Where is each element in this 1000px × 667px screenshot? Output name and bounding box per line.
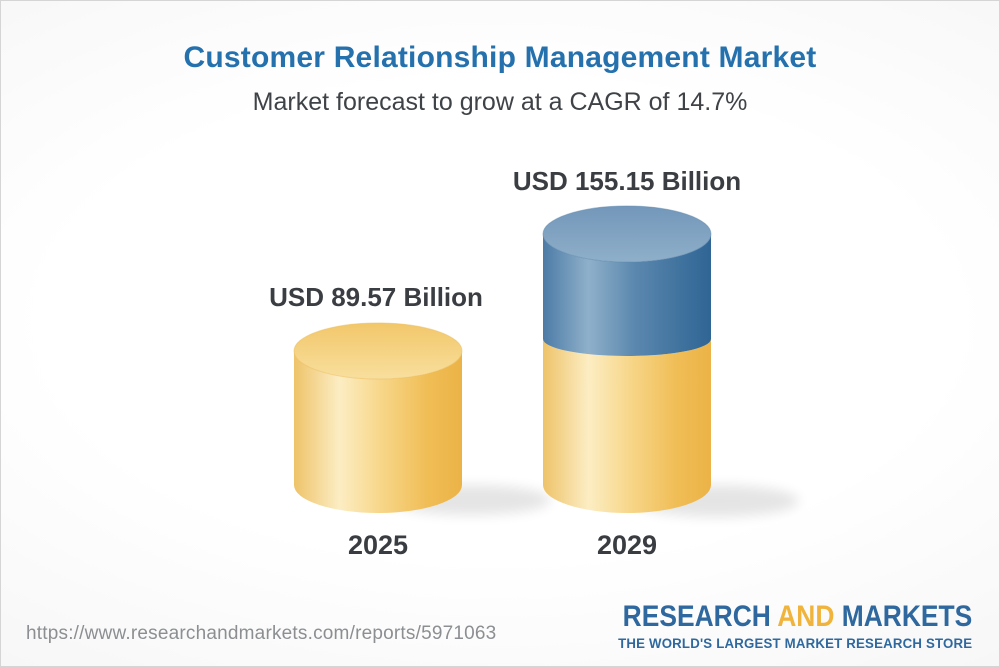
- bar-2029-category-label: 2029: [596, 530, 658, 560]
- bar-2025-cylinder: [293, 322, 463, 513]
- bar-2029-blue-segment: [543, 234, 711, 356]
- logo-wordmark: RESEARCH AND MARKETS: [622, 602, 972, 632]
- bar-2029-yellow-segment: [543, 339, 711, 513]
- logo-tagline: THE WORLD'S LARGEST MARKET RESEARCH STOR…: [617, 636, 972, 651]
- logo-word-research: RESEARCH: [622, 600, 771, 633]
- bar-2029-cylinder: [542, 205, 712, 513]
- logo-word-and: AND: [776, 600, 835, 633]
- bar-2025-category-label: 2025: [347, 530, 409, 560]
- bar-2029-value-label: USD 155.15 Billion: [512, 166, 742, 196]
- report-url-link[interactable]: https://www.researchandmarkets.com/repor…: [26, 623, 497, 644]
- research-and-markets-logo: RESEARCH AND MARKETS THE WORLD'S LARGEST…: [575, 602, 972, 652]
- page-title: Customer Relationship Management Market: [183, 41, 817, 74]
- logo-word-markets: MARKETS: [841, 600, 972, 633]
- page-subtitle: Market forecast to grow at a CAGR of 14.…: [252, 88, 748, 116]
- bar-2025-value-label: USD 89.57 Billion: [269, 282, 483, 312]
